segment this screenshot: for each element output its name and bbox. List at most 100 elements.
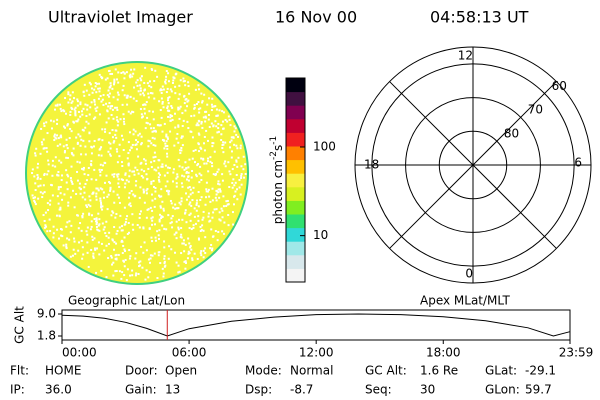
speckle [160, 195, 163, 198]
speckle [57, 186, 60, 189]
speckle [126, 215, 129, 218]
speckle [98, 90, 101, 93]
status-value: 13 [165, 383, 180, 397]
speckle [222, 205, 225, 208]
speckle [83, 191, 86, 194]
speckle [107, 141, 110, 144]
speckle [100, 203, 103, 206]
speckle [118, 201, 121, 204]
speckle [43, 174, 46, 177]
speckle [231, 186, 234, 189]
speckle [239, 193, 242, 196]
speckle [96, 228, 99, 231]
speckle [197, 215, 200, 218]
speckle [242, 155, 245, 158]
speckle [124, 258, 127, 261]
speckle [116, 161, 119, 164]
speckle [78, 186, 81, 189]
speckle [176, 132, 179, 135]
speckle [222, 232, 225, 235]
speckle [142, 103, 145, 106]
speckle [97, 97, 100, 100]
speckle [180, 200, 183, 203]
speckle [185, 192, 188, 195]
speckle [122, 84, 125, 87]
speckle [137, 134, 140, 137]
speckle [228, 186, 231, 189]
speckle [167, 257, 170, 260]
speckle [205, 181, 208, 184]
speckle [159, 206, 162, 209]
speckle [75, 120, 78, 123]
speckle [153, 151, 156, 154]
speckle [107, 242, 110, 245]
speckle [150, 217, 153, 220]
speckle [57, 202, 60, 205]
speckle [110, 255, 113, 258]
speckle [95, 82, 98, 85]
speckle [178, 84, 181, 87]
speckle [45, 225, 48, 228]
speckle [83, 83, 86, 86]
speckle [137, 273, 140, 276]
alt-xtick-label: 00:00 [62, 346, 97, 360]
speckle [82, 129, 85, 132]
speckle [56, 195, 59, 198]
speckle [117, 178, 120, 181]
speckle [152, 127, 155, 130]
speckle [161, 85, 164, 88]
speckle [97, 154, 100, 157]
speckle [149, 254, 152, 257]
speckle [132, 72, 135, 75]
speckle [191, 259, 194, 262]
speckle [33, 199, 36, 202]
speckle [99, 170, 102, 173]
speckle [166, 107, 169, 110]
speckle [215, 173, 218, 176]
speckle [109, 188, 112, 191]
speckle [169, 199, 172, 202]
speckle [220, 139, 223, 142]
speckle [82, 253, 85, 256]
speckle [218, 188, 221, 191]
speckle [167, 191, 170, 194]
speckle [101, 128, 104, 131]
speckle [188, 242, 191, 245]
speckle [142, 251, 145, 254]
speckle [79, 188, 82, 191]
speckle [53, 133, 56, 136]
speckle [205, 190, 208, 193]
speckle [112, 261, 115, 264]
speckle [229, 173, 232, 176]
speckle [207, 212, 210, 215]
speckle [197, 101, 200, 104]
alt-xtick-label: 23:59 [559, 346, 594, 360]
speckle [154, 223, 157, 226]
speckle [207, 114, 210, 117]
speckle [89, 205, 92, 208]
speckle [125, 71, 128, 74]
speckle [168, 190, 171, 193]
status-value: Normal [290, 364, 333, 378]
speckle [108, 69, 111, 72]
speckle [52, 120, 55, 123]
speckle [147, 96, 150, 99]
speckle [183, 175, 186, 178]
speckle [131, 143, 134, 146]
speckle [43, 220, 46, 223]
speckle [90, 87, 93, 90]
speckle [227, 224, 230, 227]
speckle [88, 212, 91, 215]
speckle [115, 269, 118, 272]
speckle [150, 166, 153, 169]
speckle [197, 237, 200, 240]
speckle [146, 208, 149, 211]
speckle [78, 110, 81, 113]
speckle [100, 201, 103, 204]
speckle [92, 145, 95, 148]
speckle [189, 193, 192, 196]
speckle [174, 92, 177, 95]
speckle [82, 166, 85, 169]
speckle [59, 135, 62, 138]
speckle [216, 170, 219, 173]
